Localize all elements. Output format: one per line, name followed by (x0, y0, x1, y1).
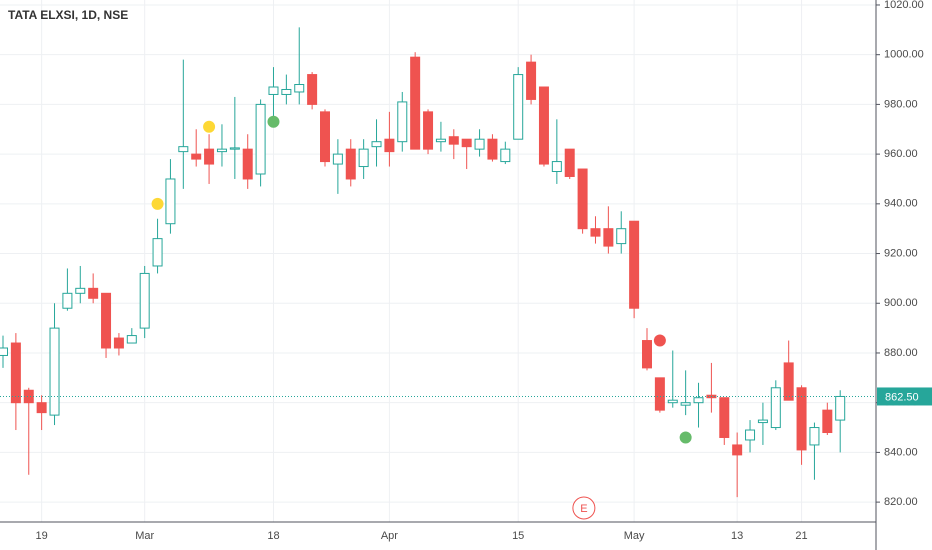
y-tick-label: 880.00 (884, 347, 918, 359)
candle-body (384, 138, 395, 153)
candle-body (126, 335, 137, 344)
candle-body (603, 228, 614, 247)
candle-body (75, 287, 86, 294)
candle-body (88, 287, 99, 299)
y-tick-label: 980.00 (884, 98, 918, 110)
x-tick-label: 19 (36, 530, 48, 542)
candle-body (461, 138, 472, 148)
candle-body (191, 153, 202, 160)
candle-body (796, 387, 807, 451)
candle-body (178, 146, 189, 153)
candle-body (165, 178, 176, 225)
candle-body (629, 220, 640, 309)
candle-body (152, 238, 163, 267)
y-tick-label: 1000.00 (884, 49, 924, 61)
candle-body (101, 292, 112, 349)
candle-body (242, 148, 253, 180)
last-price-box (877, 387, 932, 406)
candle-body (822, 409, 833, 434)
candle-body (10, 342, 21, 404)
candle-body (307, 74, 318, 105)
y-tick-label: 840.00 (884, 446, 918, 458)
candle-body (255, 103, 266, 175)
chart-title: TATA ELXSI, 1D, NSE (8, 8, 128, 22)
candle-body (500, 148, 511, 163)
candle-body (294, 84, 305, 93)
candle-body (835, 395, 846, 421)
x-tick-label: 13 (731, 530, 743, 542)
candle-body (410, 56, 421, 150)
x-tick-label: May (624, 530, 645, 542)
candle-body (693, 397, 704, 404)
candle-body (448, 136, 459, 145)
candle-body (526, 61, 537, 100)
earnings-marker (572, 496, 596, 520)
y-tick-label: 820.00 (884, 496, 918, 508)
x-tick-label: 21 (795, 530, 807, 542)
plot: E (0, 27, 876, 520)
candle-body (281, 88, 292, 95)
last-price-label: 862.50 (885, 391, 919, 403)
axes: 820.00840.00860.00880.00900.00920.00940.… (36, 0, 932, 542)
y-tick-label: 1020.00 (884, 0, 924, 11)
candle-body (0, 347, 8, 356)
candle-body (745, 429, 756, 441)
candle-body (435, 138, 446, 143)
candle-body (229, 147, 240, 150)
y-tick-label: 900.00 (884, 297, 918, 309)
candle-body (564, 148, 575, 177)
candle-body (680, 402, 691, 406)
y-tick-label: 960.00 (884, 148, 918, 160)
candle-body (62, 292, 73, 309)
candle-body (371, 141, 382, 148)
candle-body (216, 148, 227, 153)
candle-body (642, 340, 652, 369)
candle-body (23, 389, 34, 404)
candle-body (654, 377, 665, 411)
candle-body (474, 138, 485, 150)
signal-marker (151, 197, 164, 210)
x-tick-label: Mar (135, 530, 154, 542)
candle-body (551, 161, 562, 173)
candle-body (513, 74, 524, 140)
candle-body (757, 419, 768, 424)
candle-body (616, 228, 627, 245)
candle-body (770, 387, 781, 429)
candle-body (397, 101, 408, 143)
candle-body (268, 86, 279, 95)
y-tick-label: 920.00 (884, 247, 918, 259)
candle-body (204, 148, 215, 165)
candle-body (36, 402, 47, 414)
x-tick-label: Apr (381, 530, 398, 542)
candle-body (423, 111, 434, 150)
earnings-label: E (580, 503, 587, 515)
candle-body (577, 168, 588, 230)
candle-body (358, 148, 369, 168)
signal-marker (653, 334, 666, 347)
candle-body (320, 111, 330, 163)
candle-body (49, 327, 60, 416)
signal-marker (203, 120, 216, 133)
candle-body (732, 444, 743, 456)
candle-body (719, 397, 730, 438)
candle-body (139, 272, 150, 329)
x-tick-label: 18 (267, 530, 279, 542)
signal-marker (267, 115, 280, 128)
signal-marker (679, 431, 692, 444)
candle-body (809, 427, 820, 446)
candle-body (667, 399, 678, 404)
x-tick-label: 15 (512, 530, 524, 542)
candle-body (783, 362, 794, 401)
candle-body (590, 228, 601, 237)
candle-body (113, 337, 124, 349)
y-tick-label: 940.00 (884, 198, 918, 210)
candle-body (487, 138, 498, 160)
candle-body (538, 86, 549, 165)
candle-body (332, 153, 343, 165)
candle-body (345, 148, 356, 180)
